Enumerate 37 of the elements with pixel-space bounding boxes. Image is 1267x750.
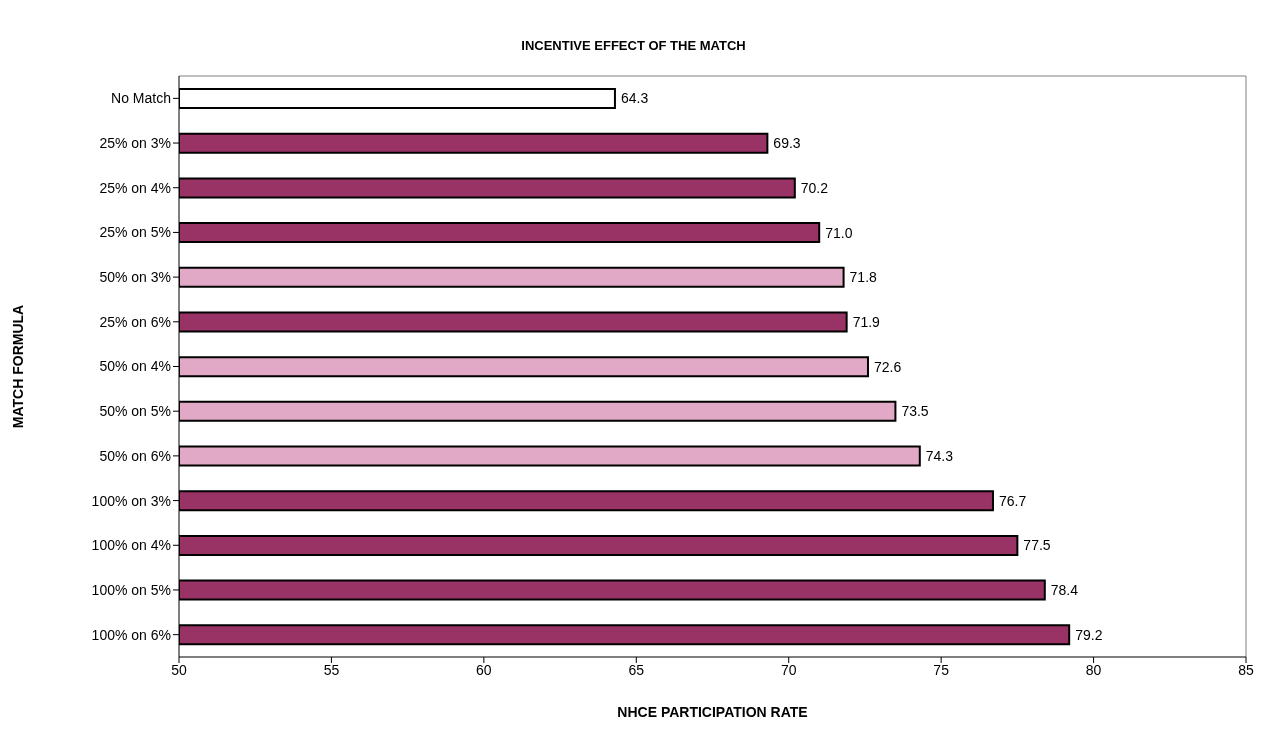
y-tick-label: 25% on 6% — [99, 313, 171, 330]
data-label: 79.2 — [1075, 626, 1103, 643]
data-label: 70.2 — [800, 179, 829, 196]
x-tick-label: 55 — [323, 661, 340, 678]
y-tick-label: No Match — [111, 90, 171, 107]
data-label: 73.5 — [901, 403, 929, 420]
data-label: 74.3 — [925, 448, 954, 465]
y-tick-label: 25% on 3% — [99, 135, 171, 152]
y-tick-label: 50% on 6% — [99, 447, 171, 464]
y-tick-label: 25% on 5% — [99, 224, 171, 241]
x-tick-label: 80 — [1085, 661, 1102, 678]
data-label: 76.7 — [998, 492, 1027, 509]
data-label: 71.8 — [849, 269, 878, 286]
y-tick-label: 50% on 3% — [99, 269, 171, 286]
x-tick-label: 75 — [933, 661, 950, 678]
data-label: 78.4 — [1050, 582, 1079, 599]
x-tick-label: 60 — [476, 661, 492, 678]
data-label: 72.6 — [873, 358, 902, 375]
x-tick-label: 65 — [628, 661, 645, 678]
data-label: 64.3 — [620, 90, 649, 107]
y-tick-label: 25% on 4% — [99, 179, 171, 196]
x-tick-label: 85 — [1238, 661, 1254, 678]
y-tick-label: 100% on 4% — [91, 537, 171, 554]
y-tick-label: 100% on 6% — [91, 626, 171, 643]
data-label: 71.0 — [825, 224, 853, 241]
data-label: 69.3 — [773, 135, 801, 152]
y-tick-label: 100% on 3% — [91, 492, 171, 509]
y-tick-label: 50% on 5% — [99, 403, 171, 420]
y-tick-label: 50% on 4% — [99, 358, 171, 375]
x-tick-label: 70 — [780, 661, 797, 678]
x-tick-label: 50 — [171, 661, 187, 678]
x-axis-title: NHCE PARTICIPATION RATE — [617, 704, 808, 720]
chart-title: INCENTIVE EFFECT OF THE MATCH — [520, 38, 747, 53]
data-label: 71.9 — [852, 313, 881, 330]
y-tick-label: 100% on 5% — [91, 581, 171, 598]
data-label: 77.5 — [1023, 537, 1051, 554]
y-axis-title: MATCH FORMULA — [9, 304, 26, 429]
